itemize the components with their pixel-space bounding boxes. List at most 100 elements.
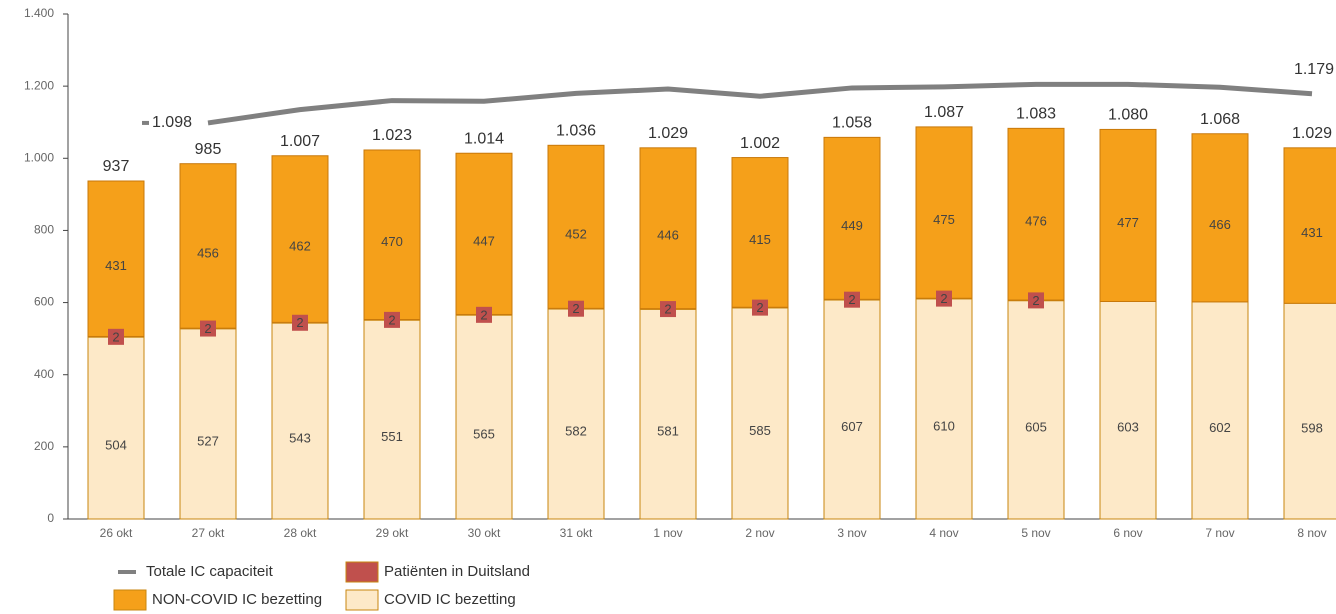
total-label: 1.058 bbox=[832, 115, 872, 132]
non-covid-label: 466 bbox=[1209, 217, 1231, 232]
x-tick-label: 6 nov bbox=[1113, 526, 1142, 540]
total-label: 1.029 bbox=[1292, 125, 1332, 142]
capacity-label: 1.098 bbox=[152, 114, 192, 131]
covid-bar bbox=[1099, 300, 1157, 520]
germany-label: 2 bbox=[848, 292, 855, 307]
legend-label: Patiënten in Duitsland bbox=[384, 563, 530, 580]
total-label: 1.068 bbox=[1200, 111, 1240, 128]
non-covid-label: 462 bbox=[289, 239, 311, 254]
non-covid-bar bbox=[639, 147, 697, 310]
non-covid-bar bbox=[87, 180, 145, 337]
covid-bar bbox=[915, 298, 973, 520]
germany-label: 2 bbox=[664, 302, 671, 317]
y-tick-label: 1.400 bbox=[24, 6, 54, 20]
non-covid-bar bbox=[1191, 133, 1249, 303]
covid-bar bbox=[639, 308, 697, 520]
covid-label: 585 bbox=[749, 423, 771, 438]
total-label: 1.087 bbox=[924, 104, 964, 121]
x-tick-label: 27 okt bbox=[192, 526, 225, 540]
germany-marker bbox=[200, 320, 216, 337]
non-covid-label: 476 bbox=[1025, 214, 1047, 229]
non-covid-bar bbox=[1007, 127, 1065, 301]
legend-label: Totale IC capaciteit bbox=[146, 563, 274, 580]
germany-marker bbox=[844, 291, 860, 308]
total-label: 1.007 bbox=[280, 133, 320, 150]
y-tick-label: 1.000 bbox=[24, 150, 54, 164]
non-covid-bar bbox=[547, 144, 605, 309]
covid-bar bbox=[87, 336, 145, 520]
covid-label: 602 bbox=[1209, 420, 1231, 435]
covid-label: 527 bbox=[197, 433, 219, 448]
germany-marker bbox=[752, 299, 768, 316]
covid-label: 598 bbox=[1301, 421, 1323, 436]
germany-label: 2 bbox=[756, 300, 763, 315]
germany-marker bbox=[292, 314, 308, 331]
germany-label: 2 bbox=[940, 291, 947, 306]
germany-marker bbox=[384, 311, 400, 328]
germany-label: 2 bbox=[1032, 293, 1039, 308]
x-tick-label: 7 nov bbox=[1205, 526, 1234, 540]
total-label: 1.083 bbox=[1016, 106, 1056, 123]
y-tick-label: 0 bbox=[47, 511, 54, 525]
covid-label: 607 bbox=[841, 419, 863, 434]
total-label: 937 bbox=[103, 158, 130, 175]
total-label: 1.014 bbox=[464, 130, 504, 147]
covid-bar bbox=[1191, 301, 1249, 520]
legend-swatch bbox=[113, 589, 147, 611]
y-tick-label: 600 bbox=[34, 295, 54, 309]
total-label: 1.023 bbox=[372, 127, 412, 144]
germany-label: 2 bbox=[296, 315, 303, 330]
legend-label: NON-COVID IC bezetting bbox=[152, 591, 322, 608]
covid-bar bbox=[271, 322, 329, 520]
y-tick-label: 800 bbox=[34, 223, 54, 237]
non-covid-bar bbox=[1099, 128, 1157, 302]
non-covid-label: 475 bbox=[933, 212, 955, 227]
non-covid-label: 456 bbox=[197, 245, 219, 260]
x-tick-label: 1 nov bbox=[653, 526, 682, 540]
x-tick-label: 5 nov bbox=[1021, 526, 1050, 540]
covid-bar bbox=[823, 299, 881, 520]
covid-bar bbox=[179, 328, 237, 520]
germany-marker bbox=[660, 301, 676, 318]
covid-label: 603 bbox=[1117, 420, 1139, 435]
covid-label: 605 bbox=[1025, 419, 1047, 434]
germany-marker bbox=[936, 290, 952, 307]
y-tick-label: 400 bbox=[34, 367, 54, 381]
non-covid-label: 447 bbox=[473, 233, 495, 248]
germany-label: 2 bbox=[204, 321, 211, 336]
non-covid-label: 431 bbox=[1301, 225, 1323, 240]
non-covid-label: 477 bbox=[1117, 215, 1139, 230]
capacity-label: 1.179 bbox=[1294, 61, 1334, 78]
x-tick-label: 31 okt bbox=[560, 526, 593, 540]
capacity-line bbox=[207, 81, 1313, 126]
non-covid-label: 470 bbox=[381, 234, 403, 249]
non-covid-label: 452 bbox=[565, 226, 587, 241]
germany-marker bbox=[1028, 292, 1044, 309]
total-label: 1.002 bbox=[740, 135, 780, 152]
germany-label: 2 bbox=[112, 329, 119, 344]
x-tick-label: 26 okt bbox=[100, 526, 133, 540]
y-tick-label: 1.200 bbox=[24, 78, 54, 92]
covid-label: 582 bbox=[565, 423, 587, 438]
legend-label: COVID IC bezetting bbox=[384, 591, 516, 608]
non-covid-label: 449 bbox=[841, 218, 863, 233]
covid-label: 551 bbox=[381, 429, 403, 444]
covid-label: 565 bbox=[473, 427, 495, 442]
covid-bar bbox=[1007, 300, 1065, 520]
x-tick-label: 3 nov bbox=[837, 526, 866, 540]
non-covid-bar bbox=[823, 136, 881, 300]
non-covid-bar bbox=[455, 152, 513, 315]
covid-label: 543 bbox=[289, 431, 311, 446]
non-covid-label: 446 bbox=[657, 228, 679, 243]
covid-label: 610 bbox=[933, 418, 955, 433]
x-tick-label: 2 nov bbox=[745, 526, 774, 540]
covid-bar bbox=[1283, 302, 1336, 520]
non-covid-label: 431 bbox=[105, 258, 127, 273]
germany-marker bbox=[108, 328, 124, 345]
non-covid-label: 415 bbox=[749, 232, 771, 247]
total-label: 985 bbox=[195, 141, 222, 158]
legend-swatch bbox=[345, 561, 379, 583]
covid-label: 504 bbox=[105, 438, 127, 453]
